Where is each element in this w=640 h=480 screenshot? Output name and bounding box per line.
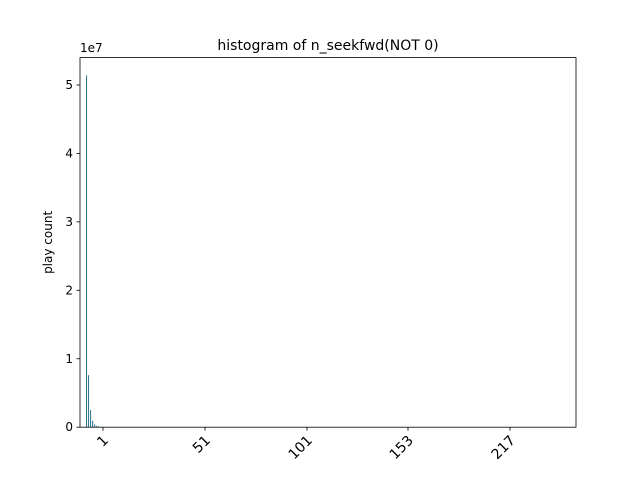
x-tick-label: 217: [489, 433, 519, 463]
y-tick-label: 5: [65, 78, 73, 92]
x-tick-label: 153: [387, 433, 417, 463]
x-axis: 1 51 101 153 217: [94, 427, 519, 463]
histogram-bar: [90, 410, 92, 428]
plot-background: [80, 57, 576, 428]
y-axis: 0 1 2 3 4 5: [65, 78, 80, 434]
histogram-bar: [92, 420, 94, 428]
histogram-bar: [94, 424, 96, 428]
y-tick-label: 4: [65, 146, 73, 160]
histogram-bar: [98, 426, 100, 428]
chart-title: histogram of n_seekfwd(NOT 0): [217, 38, 438, 54]
x-tick-label: 51: [190, 433, 214, 457]
histogram-bar: [88, 375, 90, 428]
histogram-bar: [96, 425, 98, 428]
plot-frame: [79, 57, 577, 428]
y-tick-label: 0: [65, 420, 73, 434]
y-tick-label: 2: [65, 283, 73, 297]
y-axis-scale-label: 1e7: [80, 41, 103, 55]
x-tick-label: 101: [286, 433, 316, 463]
y-axis-label: play count: [41, 211, 55, 274]
histogram-bar: [86, 75, 88, 428]
y-tick-label: 3: [65, 215, 73, 229]
x-tick-label: 1: [94, 433, 112, 451]
y-tick-label: 1: [65, 352, 73, 366]
